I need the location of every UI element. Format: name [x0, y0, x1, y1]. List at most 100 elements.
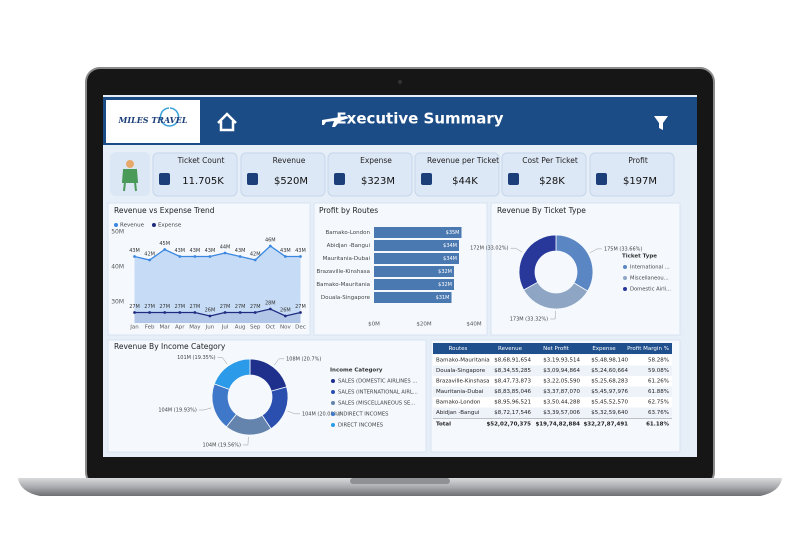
point — [193, 311, 197, 314]
column-header: Profit Margin % — [627, 346, 669, 352]
table-cell: $5,25,68,283 — [591, 379, 628, 385]
column-header: Routes — [449, 346, 468, 352]
table-cell: 58.28% — [648, 358, 669, 364]
kpi-value: $28K — [539, 176, 565, 187]
table-cell: 61.26% — [648, 379, 669, 385]
data-label: 27M — [159, 304, 170, 310]
category-label: Bamako-London — [326, 230, 371, 236]
chart-title: Revenue By Income Category — [114, 342, 226, 351]
logo-box — [106, 100, 200, 143]
legend-marker — [623, 276, 627, 280]
legend-marker — [623, 287, 627, 291]
table-cell: $5,45,52,570 — [591, 400, 628, 406]
table-cell: $8,47,73,873 — [494, 379, 531, 385]
category-label: Douala-Singapore — [321, 295, 371, 301]
camera — [398, 80, 402, 84]
point — [193, 255, 197, 258]
table-cell: 61.88% — [648, 389, 669, 395]
legend-label: Miscellaneou... — [630, 276, 669, 282]
legend-label: DIRECT INCOMES — [338, 423, 383, 429]
point — [148, 311, 152, 314]
filter-icon[interactable] — [654, 116, 668, 130]
data-label: 175M (33.66%) — [604, 246, 642, 252]
kpi-label: Cost Per Ticket — [522, 156, 578, 165]
bar — [374, 227, 462, 238]
x-tick-label: Feb — [145, 325, 155, 331]
kpi-icon — [334, 173, 345, 185]
data-label: $31M — [436, 295, 450, 301]
data-label: $32M — [438, 269, 452, 275]
legend-label: SALES (INTERNATIONAL AIRL... — [338, 390, 418, 396]
point — [163, 248, 167, 251]
chart-title: Profit by Routes — [319, 206, 378, 215]
kpi-value: $44K — [452, 176, 478, 187]
legend-label: SALES (DOMESTIC AIRLINES ... — [338, 379, 418, 385]
x-tick-label: $0M — [368, 322, 380, 328]
kpi-icon — [508, 173, 519, 185]
page-title: Executive Summary — [336, 110, 503, 128]
table-cell: $3,37,87,070 — [543, 389, 580, 395]
data-label: 43M — [235, 248, 246, 254]
kpi-card — [501, 152, 587, 197]
column-header: Net Profit — [543, 346, 570, 352]
chart-title: Revenue vs Expense Trend — [114, 206, 215, 215]
chart-title: Revenue By Ticket Type — [497, 206, 586, 215]
table-cell: $8,34,55,285 — [494, 368, 531, 374]
data-label: 27M — [235, 304, 246, 310]
kpi-icon — [247, 173, 258, 185]
point — [238, 311, 242, 314]
point — [283, 255, 287, 258]
kpi-card — [240, 152, 326, 197]
table-cell: $5,32,59,640 — [591, 410, 628, 416]
leader-line — [589, 248, 602, 254]
data-label: 27M — [129, 304, 140, 310]
slice — [518, 234, 557, 291]
table-row — [433, 407, 672, 418]
legend-label: INDIRECT INCOMES — [338, 412, 388, 418]
area — [134, 246, 301, 323]
table-row — [433, 397, 672, 408]
table-cell: 61.18% — [646, 422, 669, 428]
kpi-label: Revenue — [273, 156, 306, 165]
category-label: Abidjan -Bangui — [327, 243, 371, 249]
point — [253, 311, 257, 314]
point — [133, 255, 136, 258]
table-cell: $19,74,82,884 — [535, 422, 580, 428]
table-row — [433, 355, 672, 366]
x-tick-label: Nov — [280, 325, 291, 331]
home-icon[interactable] — [217, 112, 237, 132]
leader-line — [510, 247, 523, 253]
leader-line — [274, 358, 285, 366]
y-tick-label: 30M — [111, 299, 124, 306]
point — [208, 255, 212, 258]
table-cell: $8,68,91,654 — [494, 358, 531, 364]
data-label: 28M — [265, 301, 276, 307]
dashboard-content: Ticket Count 11.705K Revenue $520M Expense $3… — [111, 152, 675, 448]
table-row — [433, 365, 672, 376]
data-label: 43M — [129, 248, 140, 254]
data-label: 108M (20.7%) — [286, 356, 321, 362]
kpi-label: Ticket Count — [177, 156, 225, 165]
legend-marker — [331, 379, 335, 383]
point — [299, 311, 302, 314]
table-cell: $5,48,98,140 — [591, 358, 628, 364]
x-tick-label: Mar — [160, 325, 171, 331]
legend-marker — [331, 423, 335, 427]
legend-marker — [151, 223, 156, 227]
table-cell: $5,45,97,976 — [591, 389, 628, 395]
bar — [374, 279, 454, 290]
leader-line — [287, 410, 300, 415]
data-label: 42M — [144, 252, 155, 258]
table-cell: $8,95,96,521 — [494, 400, 531, 406]
point — [133, 311, 136, 314]
point — [268, 307, 272, 311]
table-cell: Bamako-London — [436, 400, 481, 406]
kpi-card — [589, 152, 675, 197]
kpi-card — [327, 152, 413, 197]
data-label: 104M (19.93%) — [158, 408, 196, 414]
laptop-base — [18, 478, 782, 496]
point — [283, 314, 287, 318]
slice — [213, 358, 251, 390]
leader-line — [217, 357, 228, 365]
